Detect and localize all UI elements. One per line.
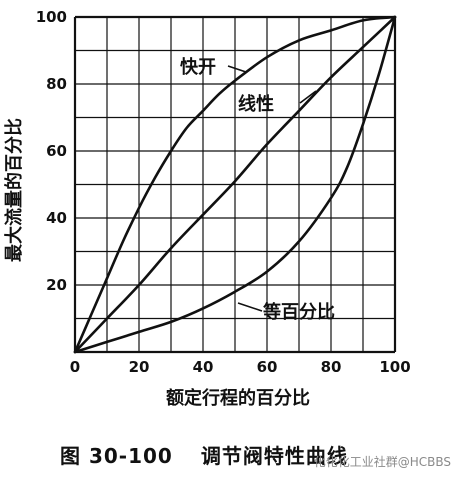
x-tick-label: 40: [193, 358, 214, 376]
x-tick-label: 80: [321, 358, 342, 376]
y-axis-label: 最大流量的百分比: [3, 118, 25, 262]
figure-title: 调节阀特性曲线: [200, 444, 348, 468]
figure-number: 图 30-100: [60, 444, 173, 468]
grid: [73, 15, 397, 354]
x-tick-label: 20: [129, 358, 150, 376]
x-axis-label: 额定行程的百分比: [166, 387, 310, 409]
quick-open-label: 快开: [180, 56, 216, 78]
x-tick-label: 60: [257, 358, 278, 376]
x-tick-label: 100: [379, 358, 410, 376]
equal-percentage-curve: [73, 15, 397, 354]
watermark: 化化化工业社群@HCBBS: [313, 455, 451, 469]
quick-open-curve: [73, 15, 397, 354]
y-tick-label: 100: [36, 8, 67, 26]
y-tick-label: 60: [46, 142, 67, 160]
series-lines: [73, 15, 397, 354]
linear-label: 线性: [238, 93, 274, 115]
linear-curve: [73, 15, 397, 354]
y-tick-label: 40: [46, 209, 67, 227]
figure-caption: 图 30-100 调节阀特性曲线: [60, 440, 348, 469]
equal-percentage-leader: [237, 302, 263, 312]
linear-leader: [299, 90, 317, 104]
y-tick-label: 20: [46, 276, 67, 294]
y-tick-label: 80: [46, 75, 67, 93]
quick-open-leader: [227, 65, 247, 73]
equal-percentage-label: 等百分比: [263, 301, 335, 323]
tick-labels: 0 20 40 60 80 100 20 40 60 80 100: [36, 8, 411, 376]
x-tick-label: 0: [70, 358, 80, 376]
